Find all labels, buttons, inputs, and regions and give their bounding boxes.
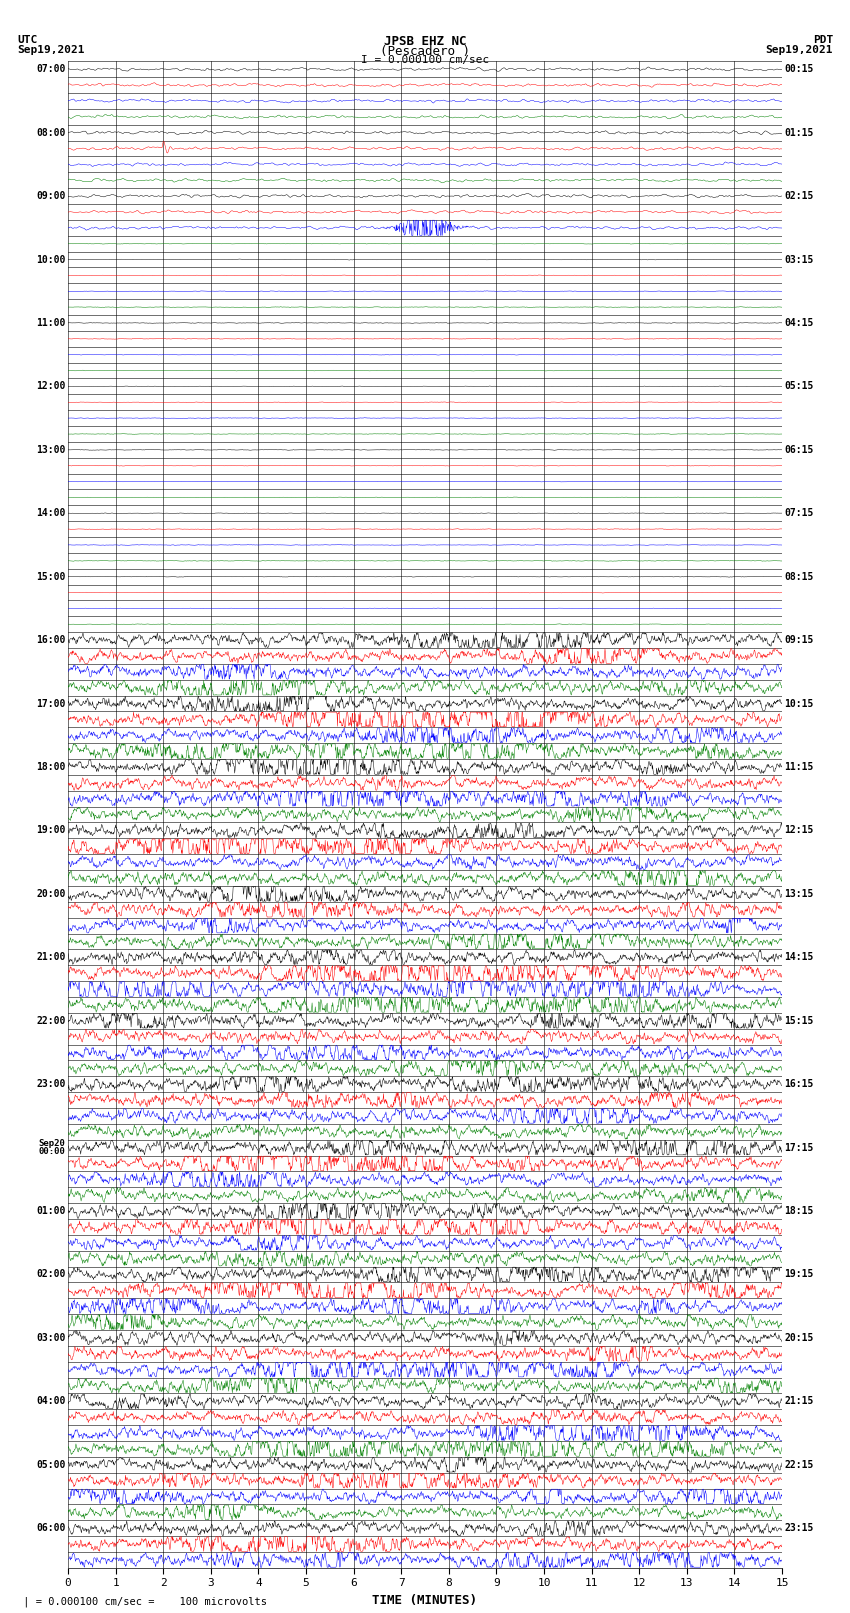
Text: 10:00: 10:00 [37, 255, 65, 265]
Text: PDT: PDT [813, 35, 833, 45]
Text: Sep19,2021: Sep19,2021 [766, 45, 833, 55]
Text: 02:15: 02:15 [785, 190, 813, 202]
Text: | = 0.000100 cm/sec =    100 microvolts: | = 0.000100 cm/sec = 100 microvolts [17, 1595, 267, 1607]
Text: 18:00: 18:00 [37, 761, 65, 773]
Text: (Pescadero ): (Pescadero ) [380, 45, 470, 58]
Text: 01:00: 01:00 [37, 1207, 65, 1216]
Text: 03:00: 03:00 [37, 1332, 65, 1344]
Text: 06:00: 06:00 [37, 1523, 65, 1534]
Text: 14:00: 14:00 [37, 508, 65, 518]
Text: 11:15: 11:15 [785, 761, 813, 773]
Text: 17:15: 17:15 [785, 1142, 813, 1153]
Text: 09:15: 09:15 [785, 636, 813, 645]
Text: 12:00: 12:00 [37, 381, 65, 392]
Text: 07:00: 07:00 [37, 65, 65, 74]
Text: 14:15: 14:15 [785, 952, 813, 963]
Text: 21:00: 21:00 [37, 952, 65, 963]
Text: 17:00: 17:00 [37, 698, 65, 708]
Text: 13:00: 13:00 [37, 445, 65, 455]
Text: I = 0.000100 cm/sec: I = 0.000100 cm/sec [361, 55, 489, 65]
Text: 02:00: 02:00 [37, 1269, 65, 1279]
Text: 00:15: 00:15 [785, 65, 813, 74]
Text: JPSB EHZ NC: JPSB EHZ NC [383, 35, 467, 48]
Text: 13:15: 13:15 [785, 889, 813, 898]
Text: 01:15: 01:15 [785, 127, 813, 137]
Text: 15:15: 15:15 [785, 1016, 813, 1026]
Text: Sep19,2021: Sep19,2021 [17, 45, 84, 55]
Text: 11:00: 11:00 [37, 318, 65, 327]
Text: Sep20: Sep20 [39, 1139, 65, 1148]
Text: 23:00: 23:00 [37, 1079, 65, 1089]
Text: 20:15: 20:15 [785, 1332, 813, 1344]
Text: 05:00: 05:00 [37, 1460, 65, 1469]
Text: 22:00: 22:00 [37, 1016, 65, 1026]
Text: 12:15: 12:15 [785, 826, 813, 836]
Text: 19:00: 19:00 [37, 826, 65, 836]
Text: 04:00: 04:00 [37, 1397, 65, 1407]
Text: 04:15: 04:15 [785, 318, 813, 327]
Text: 15:00: 15:00 [37, 571, 65, 582]
Text: 06:15: 06:15 [785, 445, 813, 455]
Text: 03:15: 03:15 [785, 255, 813, 265]
Text: 19:15: 19:15 [785, 1269, 813, 1279]
Text: 09:00: 09:00 [37, 190, 65, 202]
Text: 22:15: 22:15 [785, 1460, 813, 1469]
Text: 21:15: 21:15 [785, 1397, 813, 1407]
Text: 18:15: 18:15 [785, 1207, 813, 1216]
Text: 10:15: 10:15 [785, 698, 813, 708]
Text: 20:00: 20:00 [37, 889, 65, 898]
Text: 23:15: 23:15 [785, 1523, 813, 1534]
Text: 16:15: 16:15 [785, 1079, 813, 1089]
X-axis label: TIME (MINUTES): TIME (MINUTES) [372, 1594, 478, 1607]
Text: UTC: UTC [17, 35, 37, 45]
Text: 16:00: 16:00 [37, 636, 65, 645]
Text: 00:00: 00:00 [39, 1147, 65, 1157]
Text: 08:00: 08:00 [37, 127, 65, 137]
Text: 05:15: 05:15 [785, 381, 813, 392]
Text: 07:15: 07:15 [785, 508, 813, 518]
Text: 08:15: 08:15 [785, 571, 813, 582]
